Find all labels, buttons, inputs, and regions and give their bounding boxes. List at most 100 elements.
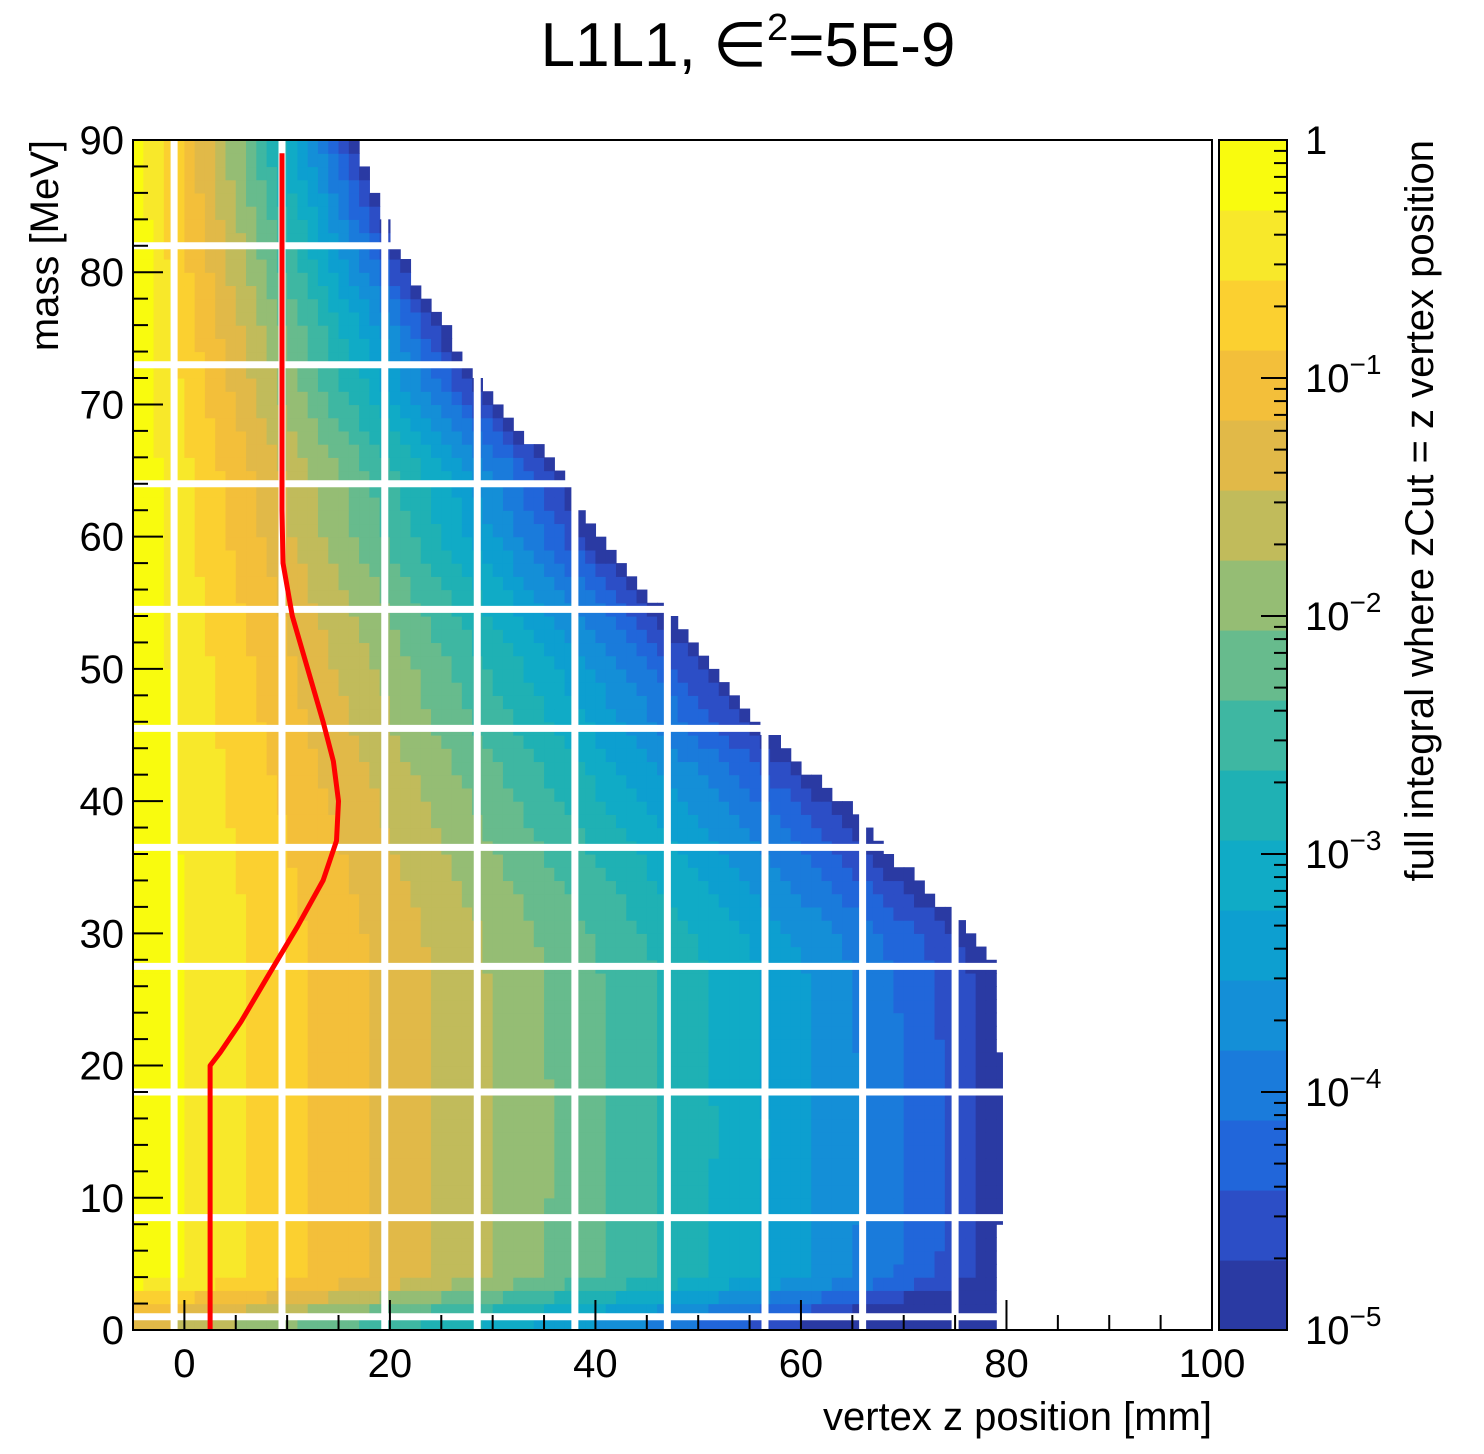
heatmap-cell [965,1263,977,1278]
heatmap-cell [410,695,422,710]
heatmap-cell [133,1118,144,1133]
heatmap-cell [225,1237,237,1252]
heatmap-cell [215,1131,227,1146]
heatmap-cell [687,1237,699,1252]
heatmap-cell [913,1237,925,1252]
heatmap-cell [266,1012,278,1027]
heatmap-cell [246,1290,257,1305]
heatmap-cell [400,920,412,934]
heatmap-cell [297,893,309,908]
heatmap-cell [821,880,833,895]
heatmap-cell [667,1092,679,1106]
heatmap-cell [667,854,679,868]
heatmap-cell [174,457,185,472]
heatmap-cell [482,1131,494,1146]
heatmap-cell [328,1184,340,1199]
heatmap-cell [338,1144,350,1159]
heatmap-cell [482,682,494,696]
heatmap-cell [554,1184,566,1199]
heatmap-cell [338,986,350,1001]
heatmap-cell [944,906,956,921]
heatmap-cell [266,655,278,670]
heatmap-cell [225,695,237,710]
heatmap-cell [944,1197,956,1212]
heatmap-cell [821,1171,833,1186]
heatmap-cell [225,655,237,670]
heatmap-cell [420,1131,432,1146]
heatmap-cell [246,801,257,815]
heatmap-cell [287,761,299,776]
heatmap-cell [287,1092,299,1106]
heatmap-cell [533,457,545,472]
heatmap-cell [492,1025,504,1040]
heatmap-cell [677,1131,689,1146]
heatmap-cell [256,668,268,683]
heatmap-cell [338,735,350,749]
heatmap-cell [554,668,566,683]
heatmap-cell [266,735,278,749]
heatmap-cell [657,1171,668,1186]
heatmap-cell [389,1118,401,1133]
heatmap-cell [451,351,463,366]
heatmap-cell [687,1316,699,1331]
heatmap-cell [369,444,381,458]
heatmap-cell [266,801,278,815]
heatmap-cell [965,1277,977,1291]
heatmap-cell [800,1131,812,1146]
heatmap-cell [317,1039,329,1053]
heatmap-cell [657,1012,668,1027]
heatmap-cell [585,1277,597,1291]
heatmap-cell [842,920,853,934]
heatmap-cell [174,483,185,498]
heatmap-cell [924,1290,936,1305]
heatmap-cell [595,549,607,564]
heatmap-cell [544,576,555,591]
heatmap-cell [174,510,185,525]
heatmap-cell [246,378,257,392]
heatmap-cell [461,801,473,815]
heatmap-cell [718,1052,730,1067]
heatmap-cell [441,708,453,723]
heatmap-cell [626,906,638,921]
heatmap-cell [225,1052,237,1067]
heatmap-cell [287,576,299,591]
heatmap-cell [431,827,442,842]
heatmap-cell [913,906,925,921]
heatmap-cell [626,814,638,829]
heatmap-cell [451,655,463,670]
heatmap-cell [431,1158,442,1172]
heatmap-cell [307,470,319,485]
heatmap-cell [246,1025,257,1040]
heatmap-cell [585,1065,597,1080]
heatmap-cell [389,378,401,392]
heatmap-cell [184,1316,196,1331]
heatmap-cell [626,708,638,723]
heatmap-cell [903,1092,915,1106]
heatmap-cell [297,920,309,934]
heatmap-cell [163,1237,175,1252]
heatmap-cell [133,470,144,485]
heatmap-cell [235,1171,247,1186]
heatmap-cell [225,1184,237,1199]
heatmap-cell [420,470,432,485]
heatmap-cell [657,1224,668,1239]
heatmap-cell [585,1012,597,1027]
heatmap-cell [317,695,329,710]
heatmap-cell [266,1065,278,1080]
heatmap-cell [687,1118,699,1133]
heatmap-cell [513,1184,525,1199]
heatmap-cell [585,1078,597,1093]
heatmap-cell [811,827,823,842]
heatmap-cell [934,946,946,961]
heatmap-cell [400,1144,412,1159]
heatmap-cell [482,774,494,789]
heatmap-cell [657,1237,668,1252]
heatmap-cell [204,920,216,934]
heatmap-cell [431,801,442,815]
heatmap-cell [502,946,514,961]
heatmap-cell [297,1105,309,1120]
heatmap-cell [297,827,309,842]
heatmap-cell [307,642,319,657]
heatmap-cell [297,364,309,379]
heatmap-cell [657,1144,668,1159]
